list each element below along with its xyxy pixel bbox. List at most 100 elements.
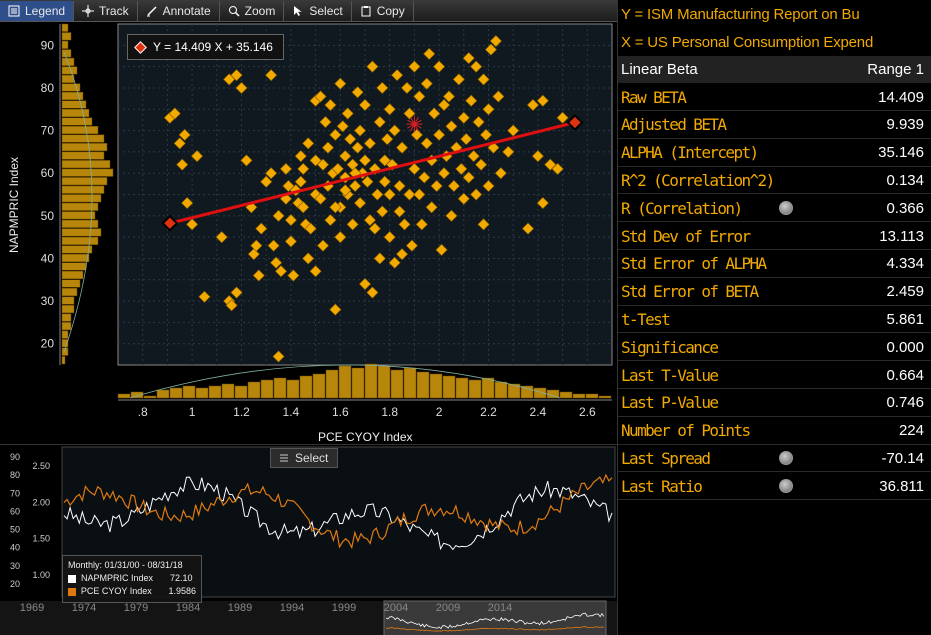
data-point <box>475 158 488 171</box>
ts-legend-series1: NAPMPRIC Index 72.10 <box>68 572 196 585</box>
data-point <box>329 303 342 316</box>
data-point <box>445 209 458 222</box>
data-point <box>395 248 409 261</box>
ts-left-tick: 50 <box>10 525 20 535</box>
data-point <box>521 222 535 235</box>
stat-label: t-Test <box>621 309 671 329</box>
time-series-chart[interactable]: 90 80 70 60 50 40 30 20 2.50 2.00 1.50 1.00 1969 1974… <box>0 445 617 635</box>
data-point <box>398 218 411 231</box>
data-point <box>173 137 186 150</box>
data-point <box>297 162 310 176</box>
ts-left-tick: 70 <box>10 488 20 498</box>
y-histogram-bar <box>61 194 102 203</box>
annotate-button[interactable]: Annotate <box>138 0 220 21</box>
data-point <box>428 107 441 120</box>
data-point <box>413 188 426 201</box>
stat-value: 0.134 <box>886 171 924 189</box>
stat-value: 9.939 <box>886 116 924 134</box>
data-point <box>225 299 238 312</box>
data-point <box>433 60 446 73</box>
ts-select-button[interactable]: Select <box>270 448 338 468</box>
data-point <box>319 115 332 129</box>
y-tick-label: 30 <box>41 294 55 308</box>
scatter-chart[interactable]: 90 80 70 60 50 40 30 20 .8 1 1.2 1.4 1.6 1.8 2 2.2 2.4 2.… <box>0 22 617 444</box>
track-button[interactable]: Track <box>74 0 138 21</box>
data-point <box>168 107 181 120</box>
y-histogram-bar <box>61 49 72 58</box>
data-point <box>366 60 379 73</box>
stat-label: ALPHA (Intercept) <box>621 143 759 163</box>
x-histogram-bar <box>117 393 131 399</box>
data-point <box>507 124 520 137</box>
stat-row: Number of Points 224 <box>618 418 931 445</box>
stat-label: Adjusted BETA <box>621 115 727 135</box>
data-point <box>284 235 297 248</box>
data-point <box>477 73 490 86</box>
data-point <box>556 111 569 124</box>
data-point <box>373 252 386 265</box>
data-point <box>269 256 283 269</box>
x-tick-label: 1.2 <box>233 405 250 419</box>
zoom-button[interactable]: Zoom <box>220 0 285 21</box>
y-histogram-bar <box>61 151 105 160</box>
x-tick-label: 1 <box>189 405 196 419</box>
stat-value: -70.14 <box>881 449 924 467</box>
annotate-label: Annotate <box>162 3 211 18</box>
info-icon[interactable] <box>779 201 793 216</box>
legend-button[interactable]: Legend <box>0 0 75 21</box>
data-point <box>388 256 401 269</box>
data-point <box>415 218 428 231</box>
data-point <box>230 69 243 82</box>
stat-row: Last Spread -70.14 <box>618 445 931 473</box>
stat-row: R^2 (Correlation^2) 0.134 <box>618 167 931 195</box>
x-tick-label: 2.6 <box>579 405 596 419</box>
data-point <box>425 201 438 214</box>
x-histogram-bar <box>169 387 183 399</box>
data-point <box>272 209 285 222</box>
data-point <box>267 239 280 252</box>
regression-stats-panel: Y = ISM Manufacturing Report on Bu X = U… <box>617 0 931 635</box>
overview-series1 <box>385 612 605 630</box>
y-histogram-bar <box>61 143 108 152</box>
x-tick-label: .8 <box>138 405 148 419</box>
x-histogram-bar <box>468 379 482 399</box>
data-point <box>376 81 389 95</box>
stat-value: 0.000 <box>886 338 924 356</box>
data-point <box>344 133 357 146</box>
data-point <box>536 94 549 107</box>
y-histogram-bar <box>61 262 87 271</box>
ts-series2-line <box>63 473 613 550</box>
x-histogram-bar <box>338 365 352 399</box>
select-button[interactable]: Select <box>284 0 352 21</box>
data-point <box>465 94 478 107</box>
y-histogram-bar <box>61 270 84 280</box>
data-point <box>433 128 446 141</box>
copy-button[interactable]: Copy <box>352 0 414 21</box>
data-point <box>460 133 473 146</box>
y-tick-label: 20 <box>41 337 55 351</box>
regression-equation: Y = 14.409 X + 35.146 <box>153 40 273 54</box>
info-icon[interactable] <box>779 451 793 466</box>
data-point <box>482 179 495 193</box>
x-histogram-bar <box>533 387 547 399</box>
data-point <box>294 175 307 188</box>
ts-legend: Monthly: 01/31/00 - 08/31/18 NAPMPRIC In… <box>62 555 202 603</box>
data-point <box>230 286 243 299</box>
data-point <box>361 175 374 188</box>
stat-row: Significance 0.000 <box>618 334 931 362</box>
magnifier-icon <box>228 5 240 17</box>
y-histogram-bar <box>61 100 87 109</box>
overview-year-label: 1974 <box>72 602 96 614</box>
data-point <box>351 141 364 154</box>
x-histogram-bar <box>442 375 456 399</box>
x-histogram-bar <box>286 379 300 399</box>
ts-legend-period: Monthly: 01/31/00 - 08/31/18 <box>68 560 183 570</box>
data-point <box>284 213 297 227</box>
y-histogram-bar <box>61 219 99 228</box>
x-tick-label: 2.2 <box>480 405 497 419</box>
data-point <box>418 171 431 184</box>
stat-value: 0.746 <box>886 394 924 412</box>
info-icon[interactable] <box>779 479 793 494</box>
x-histogram-bar <box>234 385 248 399</box>
stat-label: Significance <box>621 337 719 357</box>
